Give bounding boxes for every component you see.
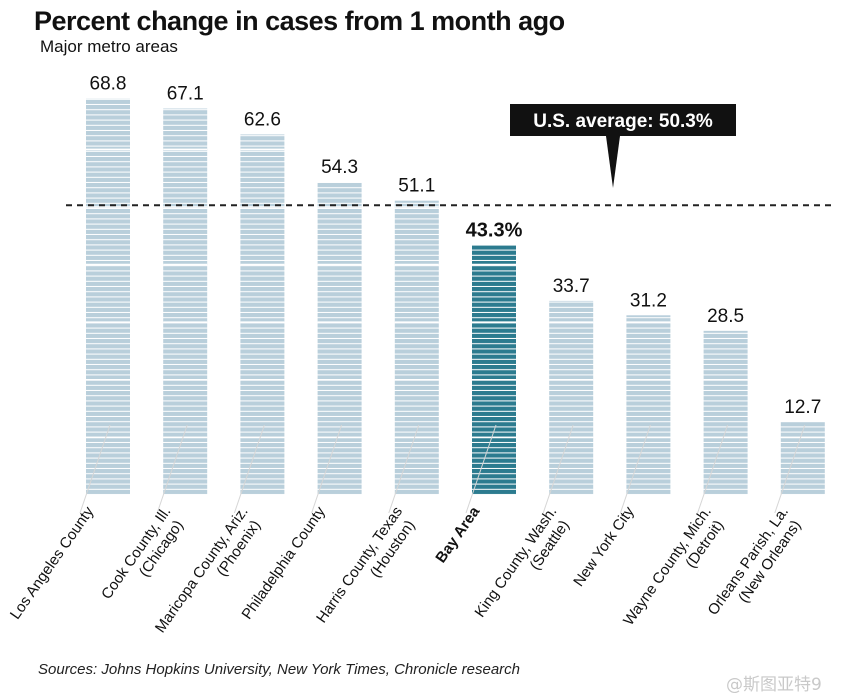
value-label: 12.7 (784, 397, 821, 418)
bar-new-york-city (626, 315, 671, 495)
value-label: 33.7 (553, 276, 590, 297)
category-label: King County, Wash.(Seattle) (471, 504, 575, 631)
bar-los-angeles-county (86, 98, 130, 495)
category-label-line: Wayne County, Mich. (620, 504, 715, 629)
value-label: 28.5 (707, 306, 744, 327)
bar-harris-county-texas (394, 200, 439, 495)
us-average-callout-pointer (606, 136, 620, 188)
leader-line (774, 424, 806, 514)
watermark: @斯图亚特9 (726, 675, 822, 695)
category-label-line: Harris County, Texas (313, 504, 406, 627)
leader-line (311, 424, 343, 514)
category-label: Los Angeles County (7, 503, 98, 622)
value-label: 31.2 (630, 290, 667, 311)
leader-line (79, 424, 111, 514)
chart-title: Percent change in cases from 1 month ago (34, 6, 565, 36)
category-label: Harris County, Texas(Houston) (313, 504, 421, 637)
bar-king-county-wash (549, 300, 594, 495)
us-average-callout-box (510, 104, 736, 136)
category-label: Bay Area (432, 503, 483, 566)
chart-subtitle: Major metro areas (40, 37, 178, 56)
bar-bay-area (472, 245, 516, 495)
value-label: 67.1 (167, 84, 204, 105)
source-note: Sources: Johns Hopkins University, New Y… (38, 661, 520, 678)
category-label: New York City (570, 503, 638, 590)
us-average-label: U.S. average: 50.3% (533, 111, 713, 132)
value-label: 51.1 (398, 176, 435, 197)
category-label-line: New York City (570, 503, 638, 590)
leader-line (233, 424, 265, 514)
leader-line (542, 424, 574, 514)
bar-maricopa-county-ariz (240, 134, 285, 495)
category-label-line: Bay Area (432, 503, 483, 566)
bar-orleans-parish-la (780, 421, 825, 495)
bar-wayne-county-mich (703, 330, 748, 495)
value-label: 43.3% (466, 220, 523, 242)
leader-line (156, 424, 188, 514)
category-label: Wayne County, Mich.(Detroit) (620, 504, 729, 639)
leader-line (619, 424, 651, 514)
value-label: 62.6 (244, 109, 281, 130)
category-label-line: Los Angeles County (7, 503, 98, 622)
leader-line (697, 424, 729, 514)
leader-line (465, 424, 497, 514)
bar-philadelphia-county (317, 182, 362, 495)
value-label: 54.3 (321, 157, 358, 178)
leader-line (388, 424, 420, 514)
value-label: 68.8 (90, 74, 127, 95)
